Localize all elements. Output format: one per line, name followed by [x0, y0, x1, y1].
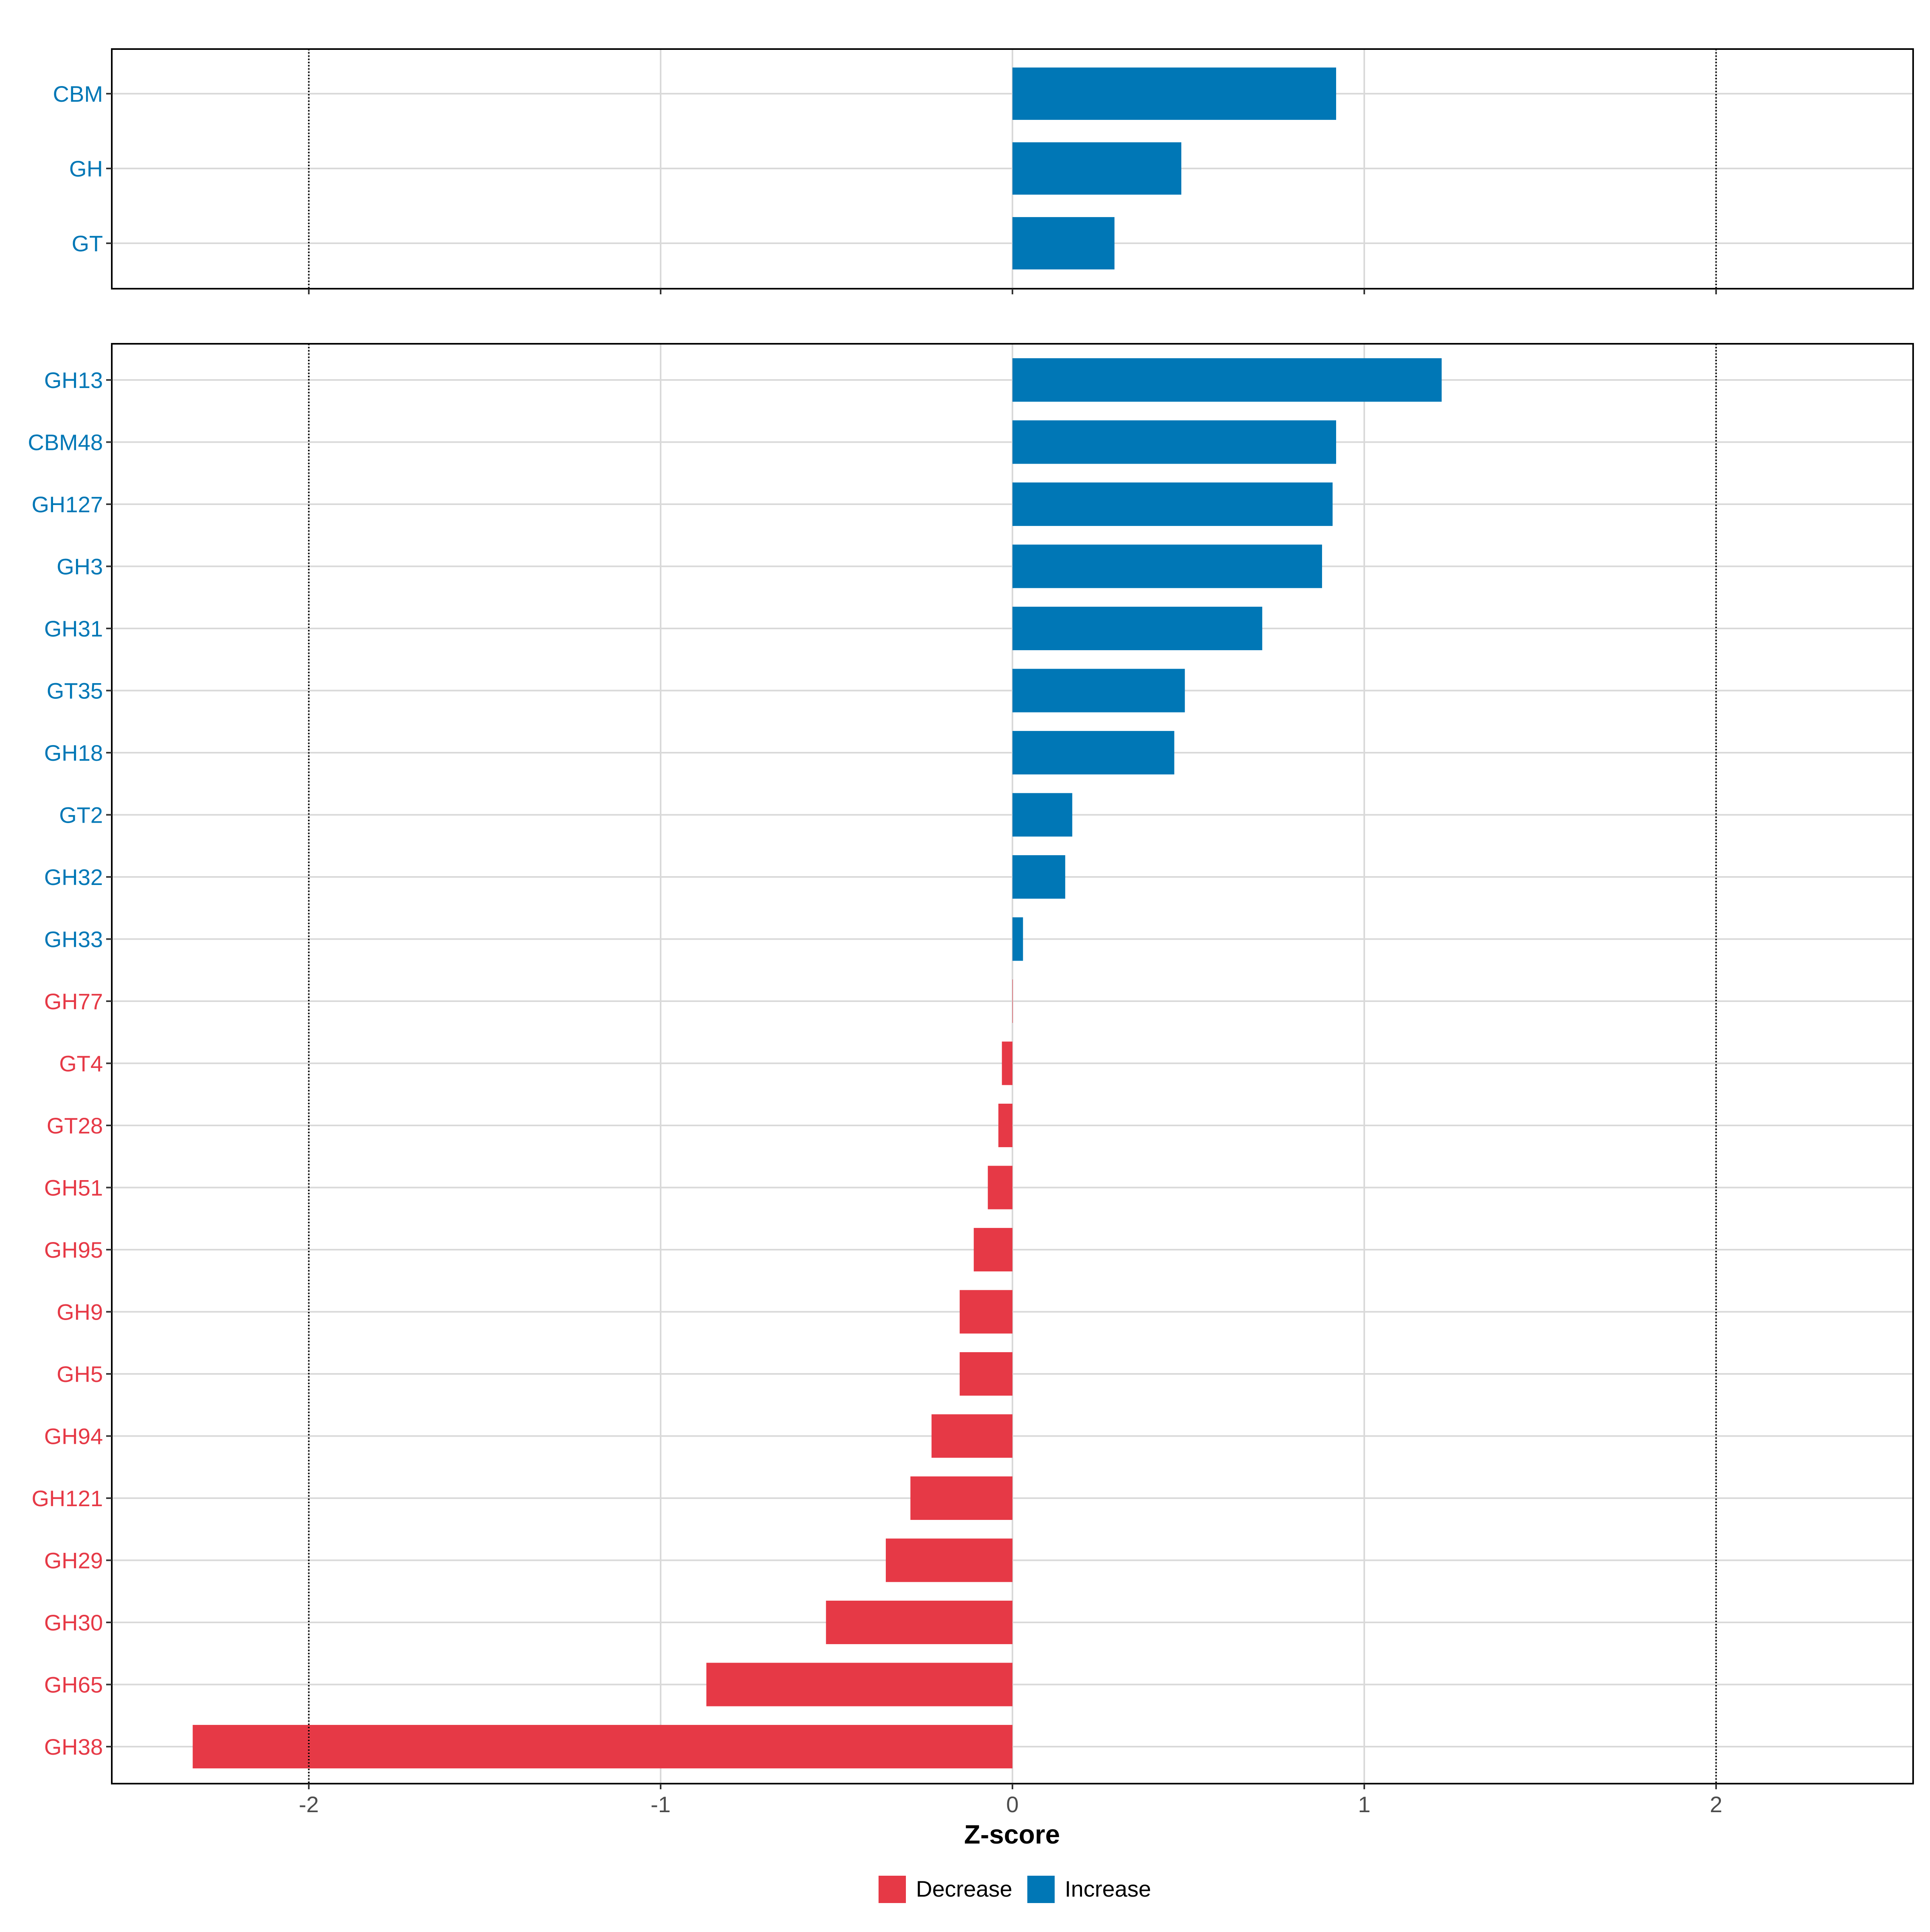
y-tick-label-gh18: GH18: [44, 740, 103, 766]
bar-gt2[interactable]: [1012, 793, 1072, 837]
bar-gh33[interactable]: [1012, 917, 1023, 961]
x-axis-label: Z-score: [964, 1819, 1060, 1849]
bar-gh18[interactable]: [1012, 731, 1174, 775]
bar-gh31[interactable]: [1012, 606, 1263, 651]
y-tick-label-gh30: GH30: [44, 1610, 103, 1635]
bar-gh51[interactable]: [988, 1166, 1012, 1209]
y-tick-label-cbm: CBM: [53, 81, 103, 107]
x-axis: -2 -1 0 1 2: [299, 1792, 1722, 1817]
top-panel: CBM GH GT: [53, 48, 1914, 294]
x-tick-label: -2: [299, 1792, 319, 1817]
bar-gh127[interactable]: [1012, 482, 1333, 526]
y-tick-label-gh121: GH121: [32, 1486, 103, 1511]
bar-gh121[interactable]: [910, 1476, 1012, 1520]
x-tick-label: 0: [1006, 1792, 1018, 1817]
bar-gt35[interactable]: [1012, 669, 1185, 712]
x-tick-label: 2: [1710, 1792, 1722, 1817]
y-tick-label-gh31: GH31: [44, 616, 103, 641]
legend-label-increase: Increase: [1065, 1876, 1151, 1901]
bar-cbm[interactable]: [1012, 67, 1336, 120]
legend-swatch-decrease: [879, 1876, 906, 1903]
bar-gh13[interactable]: [1012, 358, 1442, 402]
bar-gh[interactable]: [1012, 142, 1181, 195]
y-tick-label-gh94: GH94: [44, 1424, 103, 1449]
bar-gt[interactable]: [1012, 217, 1115, 270]
legend-swatch-increase: [1027, 1876, 1055, 1903]
bar-gt28[interactable]: [998, 1103, 1012, 1148]
y-tick-label-gt35: GT35: [47, 678, 103, 704]
bar-cbm48[interactable]: [1012, 420, 1336, 464]
y-tick-label-gh: GH: [69, 156, 103, 181]
y-tick-label-gh33: GH33: [44, 927, 103, 952]
y-tick-label-cbm48: CBM48: [28, 430, 103, 455]
bar-gh95[interactable]: [973, 1228, 1012, 1272]
legend-label-decrease: Decrease: [916, 1876, 1012, 1901]
bar-gh30[interactable]: [826, 1600, 1012, 1645]
y-tick-label-gh9: GH9: [57, 1300, 103, 1325]
legend-item-increase[interactable]: Increase: [1027, 1876, 1151, 1903]
bar-gh29[interactable]: [886, 1538, 1012, 1582]
y-tick-label-gh5: GH5: [57, 1361, 103, 1387]
y-tick-label-gt: GT: [72, 231, 103, 256]
bar-gt4[interactable]: [1002, 1041, 1012, 1085]
y-tick-label-gh127: GH127: [32, 492, 103, 517]
y-tick-label-gh38: GH38: [44, 1734, 103, 1760]
legend-item-decrease[interactable]: Decrease: [879, 1876, 1012, 1903]
y-tick-label-gt28: GT28: [47, 1113, 103, 1138]
bar-gh38[interactable]: [193, 1725, 1012, 1769]
bar-gh9[interactable]: [959, 1290, 1012, 1334]
bar-gh77[interactable]: [1012, 979, 1013, 1023]
x-tick-label: 1: [1358, 1792, 1370, 1817]
legend: Decrease Increase: [879, 1876, 1151, 1903]
bar-gh5[interactable]: [959, 1352, 1012, 1396]
y-tick-label-gh65: GH65: [44, 1672, 103, 1698]
y-tick-label-gh77: GH77: [44, 989, 103, 1014]
x-tick-label: -1: [651, 1792, 671, 1817]
y-tick-label-gt2: GT2: [59, 803, 103, 828]
y-tick-label-gh51: GH51: [44, 1175, 103, 1201]
y-tick-label-gh32: GH32: [44, 864, 103, 890]
bar-gh3[interactable]: [1012, 544, 1322, 588]
bar-gh65[interactable]: [706, 1663, 1012, 1706]
y-tick-label-gt4: GT4: [59, 1051, 103, 1076]
bar-gh32[interactable]: [1012, 855, 1066, 899]
y-tick-label-gh95: GH95: [44, 1237, 103, 1263]
y-tick-label-gh3: GH3: [57, 554, 103, 579]
y-tick-label-gh29: GH29: [44, 1548, 103, 1573]
y-tick-label-gh13: GH13: [44, 368, 103, 393]
bar-gh94[interactable]: [931, 1414, 1012, 1458]
bottom-panel: GH13 CBM48 GH127 GH3 GH31 GT35 GH18 GT2 GH32 GH33…: [28, 343, 1914, 1789]
